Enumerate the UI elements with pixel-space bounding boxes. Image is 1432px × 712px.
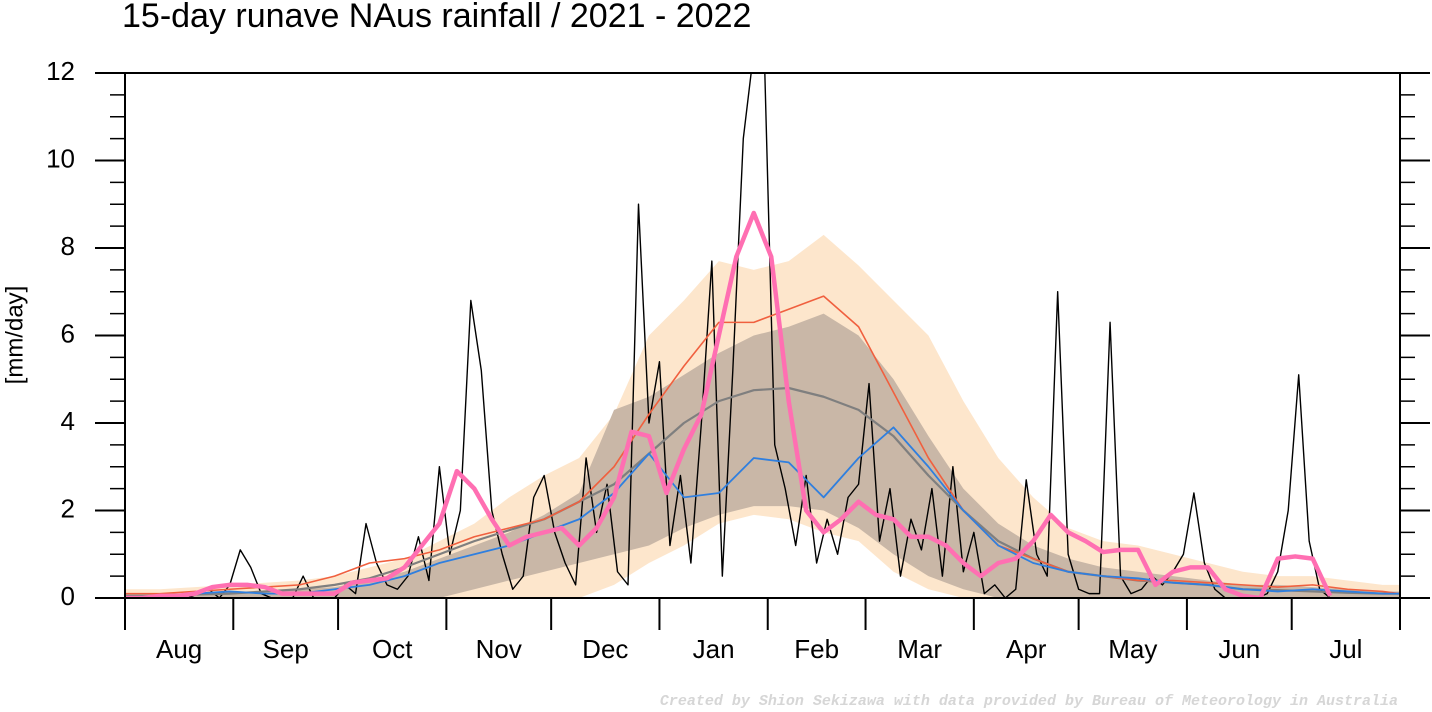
- x-tick-label: Dec: [582, 634, 628, 664]
- x-tick-label: Oct: [372, 634, 413, 664]
- x-tick-label: Apr: [1006, 634, 1047, 664]
- y-tick-label: 12: [46, 56, 75, 86]
- series-line: [125, 295, 1400, 595]
- y-tick-label: 0: [61, 581, 75, 611]
- y-tick-label: 10: [46, 143, 75, 173]
- x-tick-label: Jun: [1218, 634, 1260, 664]
- x-tick-label: Sep: [263, 634, 309, 664]
- y-axis-label: [mm/day]: [1, 286, 28, 385]
- x-tick-label: Jan: [693, 634, 735, 664]
- y-tick-label: 4: [61, 406, 75, 436]
- y-tick-label: 8: [61, 231, 75, 261]
- x-tick-label: Nov: [476, 634, 522, 664]
- plot-area: [125, 73, 1400, 598]
- chart-title: 15-day runave NAus rainfall / 2021 - 202…: [122, 0, 751, 35]
- footer: Created by Shion Sekizawa with data prov…: [660, 693, 1398, 710]
- axes: 0 2 4 6 8 10 12 Aug Sep Oct Nov Dec Jan Feb Mar Apr May J…: [46, 56, 1430, 664]
- series-line: [125, 73, 1394, 598]
- range-band: [125, 313, 1400, 598]
- x-tick-label: Aug: [156, 634, 202, 664]
- y-tick-label: 2: [61, 493, 75, 523]
- series-line: [125, 210, 1333, 598]
- x-tick-label: Jul: [1329, 634, 1362, 664]
- x-tick-label: May: [1108, 634, 1157, 664]
- x-tick-label: Mar: [897, 634, 942, 664]
- y-tick-label: 6: [61, 318, 75, 348]
- x-tick-label: Feb: [794, 634, 839, 664]
